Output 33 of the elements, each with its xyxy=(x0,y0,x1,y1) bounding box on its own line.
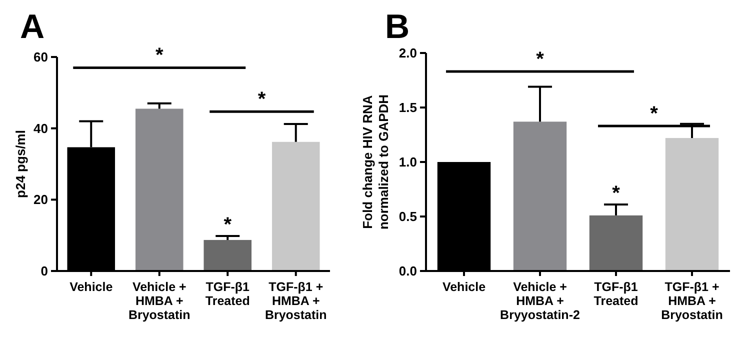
bar xyxy=(665,138,719,271)
annotation: * xyxy=(536,48,544,71)
y-tick-label: 0.0 xyxy=(398,264,417,279)
x-tick-label: TGF-β1 Treated xyxy=(205,280,250,308)
x-tick-label: Vehicle xyxy=(442,280,486,294)
y-tick-label: 0.5 xyxy=(398,209,417,224)
y-tick-label: 40 xyxy=(34,120,48,136)
annotation: * xyxy=(224,214,232,236)
y-tick-label: 2.0 xyxy=(398,46,417,61)
annotation: * xyxy=(650,103,658,126)
y-tick-label: 1.5 xyxy=(398,100,417,116)
x-tick-label: Vehicle + HMBA + Bryyostatin-2 xyxy=(500,280,580,322)
y-tick-label: 0 xyxy=(40,264,48,279)
x-tick-label: TGF-β1 + HMBA + Bryostatin xyxy=(264,280,327,322)
bar xyxy=(272,142,320,271)
text: A xyxy=(20,8,45,46)
annotation: * xyxy=(258,88,266,111)
annotation: * xyxy=(155,44,164,67)
bar xyxy=(589,215,643,271)
bar xyxy=(204,240,252,271)
x-tick-label: Vehicle xyxy=(70,280,113,294)
annotation: * xyxy=(612,182,620,205)
y-tick-label: 1.0 xyxy=(398,154,417,170)
y-axis-title: Fold change HIV RNA normalized to GAPDH xyxy=(360,94,391,230)
bar xyxy=(135,108,184,271)
text: B xyxy=(385,8,410,46)
bar xyxy=(513,122,567,271)
x-tick-label: TGF-β1 + HMBA + Bryostatin xyxy=(661,280,723,322)
y-tick-label: 60 xyxy=(34,50,48,65)
x-tick-label: TGF-β1 Treated xyxy=(594,280,638,308)
x-tick-label: Vehicle + HMBA + Bryostatin xyxy=(128,280,190,322)
y-tick-label: 20 xyxy=(34,192,48,208)
y-axis-title: p24 pgs/ml xyxy=(13,130,28,198)
